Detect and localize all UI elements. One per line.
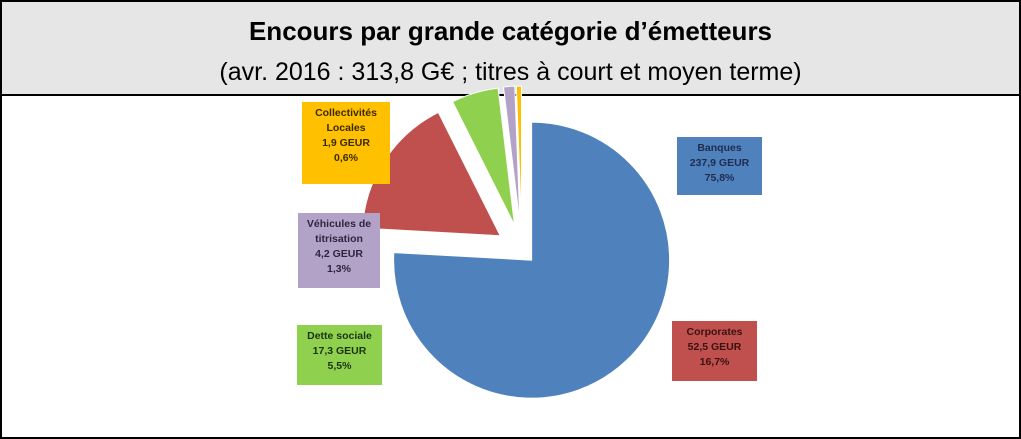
pie-slice (502, 85, 521, 225)
label-amount: 4,2 GEUR (315, 248, 363, 260)
label-percent: 16,7% (699, 356, 730, 368)
label-amount: 237,9 GEUR (689, 157, 750, 169)
label-name: Corporates (686, 326, 743, 338)
label-percent: 1,3% (327, 263, 351, 275)
slice-label: Véhicules de titrisation 4,2 GEUR 1,3% (298, 213, 380, 288)
chart-title: Encours par grande catégorie d’émetteurs (248, 16, 773, 46)
label-name: Dette sociale (307, 330, 372, 342)
label-name: Banques (697, 142, 742, 154)
label-name: Véhicules de titrisation (306, 218, 372, 245)
header: Encours par grande catégorie d’émetteurs… (2, 2, 1019, 96)
slice-label: Dette sociale 17,3 GEUR 5,5% (297, 325, 382, 385)
label-percent: 75,8% (704, 172, 735, 184)
pie-slice (451, 87, 516, 226)
label-percent: 5,5% (327, 360, 352, 372)
pie-slice (393, 121, 671, 399)
label-amount: 17,3 GEUR (312, 345, 367, 357)
slice-label: Banques 237,9 GEUR 75,8% (677, 137, 762, 195)
label-percent: 0,6% (334, 152, 358, 164)
label-amount: 52,5 GEUR (687, 341, 742, 353)
slice-label: Corporates 52,5 GEUR 16,7% (672, 321, 757, 381)
chart-subtitle: (avr. 2016 : 313,8 G€ ; titres à court e… (219, 58, 802, 86)
pie-slice (515, 85, 523, 225)
label-name: Collectivités Locales (315, 107, 377, 134)
label-amount: 1,9 GEUR (322, 137, 370, 149)
slice-label: Collectivités Locales 1,9 GEUR 0,6% (302, 102, 390, 184)
